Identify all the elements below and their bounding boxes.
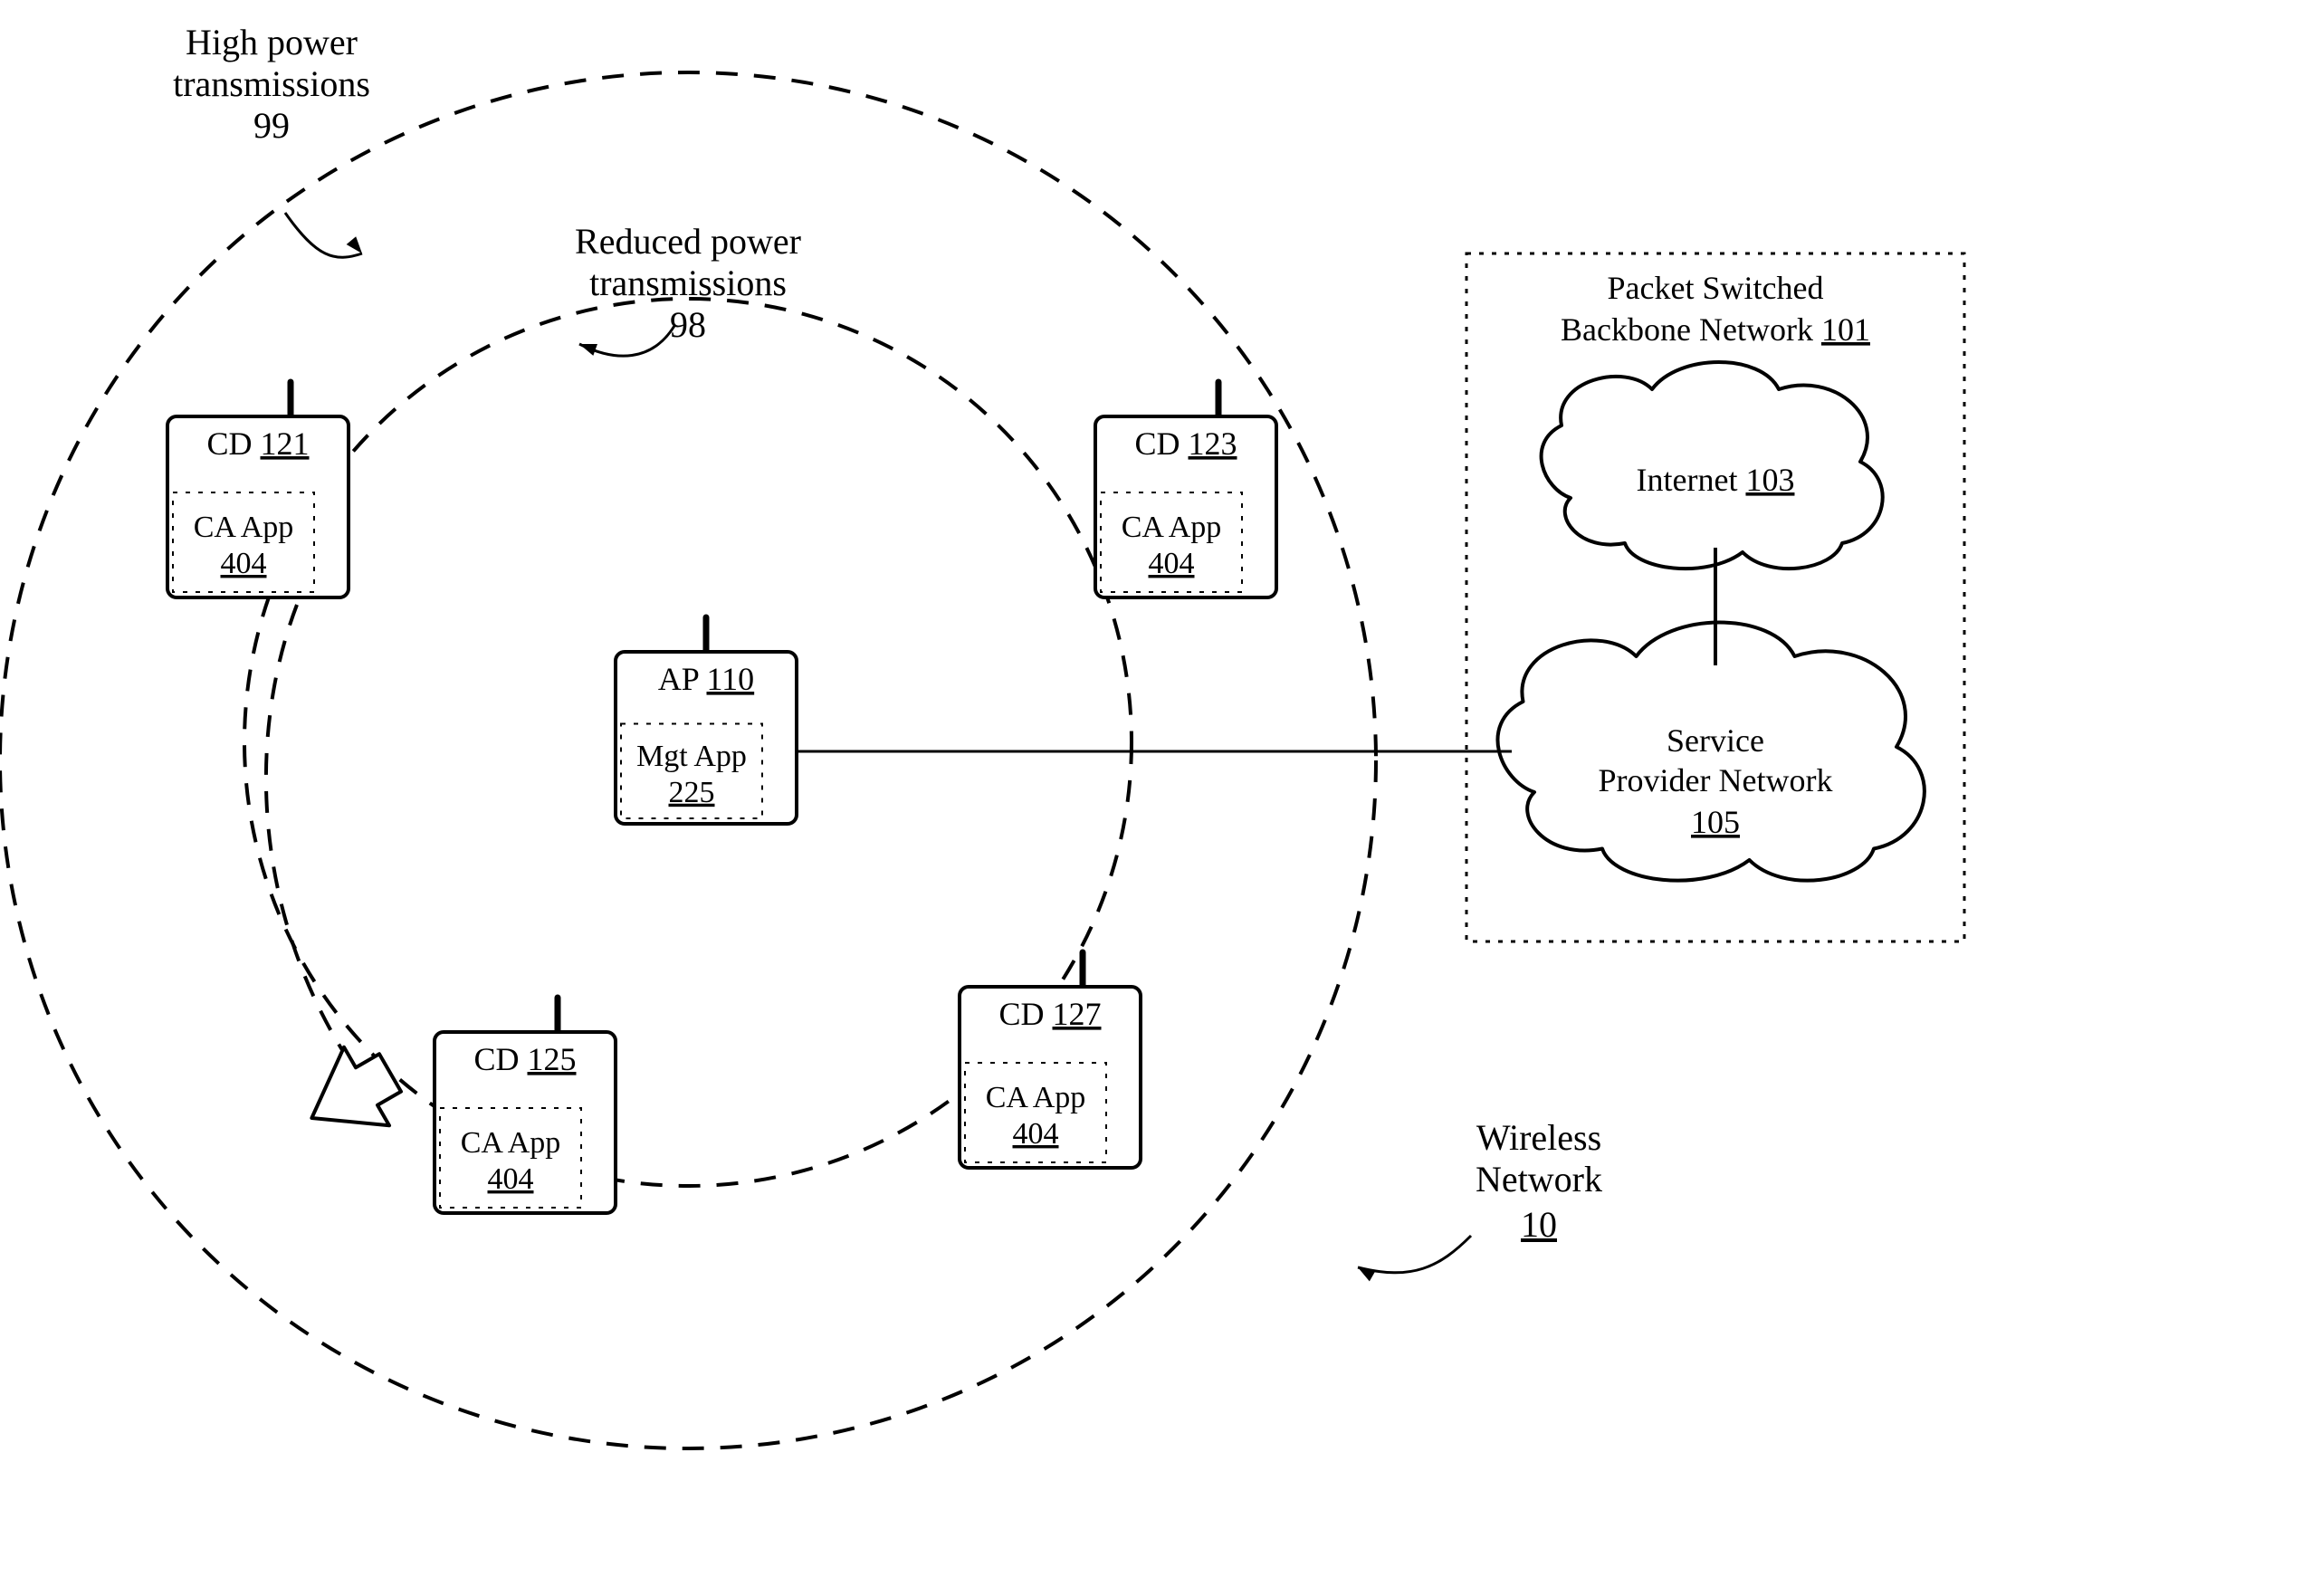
device-title: CD 125 <box>473 1041 576 1077</box>
device-title: AP 110 <box>658 661 754 697</box>
wireless-label: Network <box>1476 1159 1602 1199</box>
inner-app-ref: 225 <box>669 776 715 809</box>
device-title: CD 127 <box>998 996 1101 1032</box>
inner-app-ref: 404 <box>488 1162 534 1196</box>
device-title: CD 121 <box>206 425 309 462</box>
cloud-internet-label: Internet 103 <box>1637 462 1795 498</box>
cloud-spn-ref: 105 <box>1691 804 1740 840</box>
inner-app-label: CA App <box>194 511 294 544</box>
reduced-power-label: Reduced power <box>575 221 801 262</box>
high-power-label: transmissions <box>173 63 370 104</box>
reduced-power-label: transmissions <box>589 263 787 303</box>
inner-app-ref: 404 <box>221 547 267 580</box>
inner-app-label: CA App <box>461 1126 561 1160</box>
high-power-label: High power <box>186 22 358 62</box>
device-title: CD 123 <box>1134 425 1237 462</box>
backbone-title: Packet Switched <box>1608 270 1824 306</box>
inner-app-label: CA App <box>986 1081 1086 1114</box>
cloud-spn-label2: Provider Network <box>1599 762 1833 798</box>
reduced-power-label: 98 <box>670 304 706 345</box>
wireless-ref: 10 <box>1521 1204 1557 1245</box>
inner-app-label: Mgt App <box>636 740 747 773</box>
inner-app-label: CA App <box>1122 511 1222 544</box>
inner-app-ref: 404 <box>1013 1117 1059 1151</box>
inner-app-ref: 404 <box>1149 547 1195 580</box>
cloud-spn-label1: Service <box>1667 722 1764 759</box>
high-power-label: 99 <box>253 105 290 146</box>
backbone-title2: Backbone Network 101 <box>1561 311 1870 348</box>
wireless-label: Wireless <box>1476 1117 1601 1158</box>
